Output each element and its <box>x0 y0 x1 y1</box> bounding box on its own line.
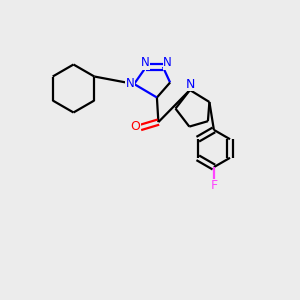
Text: N: N <box>141 56 150 69</box>
Text: N: N <box>163 56 172 69</box>
Text: N: N <box>125 76 134 90</box>
Text: N: N <box>185 77 195 91</box>
Text: O: O <box>130 120 140 134</box>
Text: F: F <box>210 179 218 192</box>
